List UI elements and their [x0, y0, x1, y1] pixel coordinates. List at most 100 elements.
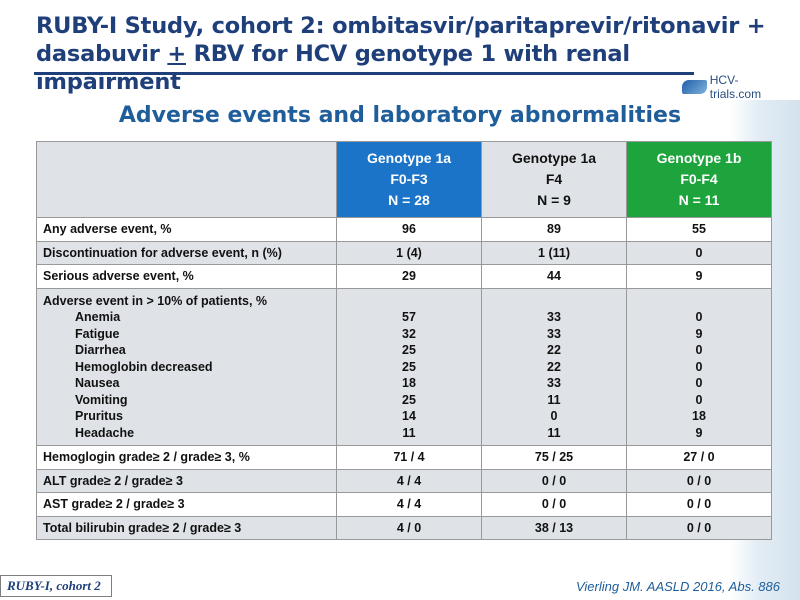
table-cell: 22 [547, 343, 561, 357]
header-line: N = 11 [678, 192, 720, 208]
ae-item-label: Diarrhea [75, 343, 126, 357]
ae-item-label: Hemoglobin decreased [75, 359, 213, 374]
table-cell: 1 (4) [336, 240, 482, 265]
ae-breakdown-labels: Adverse event in > 10% of patients, % An… [36, 287, 337, 446]
ae-item-label: Anemia [75, 310, 121, 324]
table-cell: 4 / 4 [336, 468, 482, 493]
header-line: F4 [545, 171, 563, 187]
header-genotype-1b-f0-f4: Genotype 1b F0-F4 N = 11 [626, 141, 772, 218]
ae-item-label: Fatigue [75, 326, 120, 341]
table-cell: 0 / 0 [626, 515, 772, 540]
table-cell: 0 [695, 343, 703, 357]
row-label: Hemoglogin grade≥ 2 / grade≥ 3, % [36, 445, 337, 470]
table-row: Serious adverse event, % 29 44 9 [36, 264, 772, 289]
adverse-events-table: Genotype 1a F0-F3 N = 28 Genotype 1a F4 … [36, 141, 772, 540]
table-cell: 55 [626, 217, 772, 242]
table-cell: 0 [695, 392, 703, 407]
table-header-row: Genotype 1a F0-F3 N = 28 Genotype 1a F4 … [36, 141, 772, 218]
ae-group-label: Adverse event in > 10% of patients, % [43, 293, 268, 308]
title-line-1: RUBY-I Study, cohort 2: ombitasvir/parit… [36, 13, 766, 39]
table-cell: 9 [695, 326, 703, 341]
row-label: AST grade≥ 2 / grade≥ 3 [36, 492, 337, 517]
title-plus-underlined: + [167, 41, 186, 67]
table-cell: 33 [547, 376, 561, 390]
table-cell: 9 [626, 264, 772, 289]
table-cell: 25 [402, 343, 416, 357]
table-cell: 9 [695, 425, 703, 440]
study-tag: RUBY-I, cohort 2 [0, 575, 112, 597]
header-line: N = 9 [537, 192, 571, 208]
header-line: Genotype 1b [656, 150, 742, 166]
table-cell: 25 [402, 359, 416, 374]
table-cell: 33 [547, 310, 561, 324]
title-rule [34, 72, 694, 75]
row-label: Total bilirubin grade≥ 2 / grade≥ 3 [36, 515, 337, 540]
table-cell: 4 / 0 [336, 515, 482, 540]
table-cell: 0 [695, 310, 703, 324]
ae-item-label: Pruritus [75, 409, 123, 423]
hcv-trials-logo: HCV-trials.com [682, 73, 786, 101]
table-cell: 11 [547, 425, 561, 440]
header-genotype-1a-f0-f3: Genotype 1a F0-F3 N = 28 [336, 141, 482, 218]
table-row: Any adverse event, % 96 89 55 [36, 217, 772, 242]
row-label: Serious adverse event, % [36, 264, 337, 289]
table-cell: 1 (11) [481, 240, 627, 265]
table-cell: 29 [336, 264, 482, 289]
table-cell: 0 / 0 [481, 492, 627, 517]
header-line: Genotype 1a [366, 150, 452, 166]
table-cell: 38 / 13 [481, 515, 627, 540]
table-row: Hemoglogin grade≥ 2 / grade≥ 3, % 71 / 4… [36, 445, 772, 470]
slide-subtitle: Adverse events and laboratory abnormalit… [118, 103, 682, 128]
table-cell: 0 / 0 [481, 468, 627, 493]
table-cell: 57 [402, 310, 416, 324]
row-label: Discontinuation for adverse event, n (%) [36, 240, 337, 265]
table-cell: 18 [692, 409, 706, 423]
table-cell: 18 [402, 376, 416, 390]
table-cell: 11 [402, 425, 416, 440]
header-genotype-1a-f4: Genotype 1a F4 N = 9 [481, 141, 627, 218]
table-cell: 75 / 25 [481, 445, 627, 470]
table-cell: 0 / 0 [626, 492, 772, 517]
logo-text: HCV-trials.com [709, 73, 762, 101]
table-cell: 22 [547, 359, 561, 374]
title-line-2-start: dasabuvir [36, 41, 168, 67]
table-cell: 11 [547, 392, 561, 407]
slide-title: RUBY-I Study, cohort 2: ombitasvir/parit… [36, 12, 776, 96]
logo-icon [682, 80, 707, 94]
table-cell: 71 / 4 [336, 445, 482, 470]
table-row: Discontinuation for adverse event, n (%)… [36, 240, 772, 265]
row-label: Any adverse event, % [36, 217, 337, 242]
table-cell: 4 / 4 [336, 492, 482, 517]
ae-item-label: Headache [75, 425, 135, 440]
table-row: AST grade≥ 2 / grade≥ 3 4 / 4 0 / 0 0 / … [36, 492, 772, 517]
table-cell: 0 [695, 359, 703, 374]
table-row: ALT grade≥ 2 / grade≥ 3 4 / 4 0 / 0 0 / … [36, 468, 772, 493]
citation: Vierling JM. AASLD 2016, Abs. 886 [575, 579, 780, 594]
ae-item-label: Nausea [75, 376, 120, 390]
table-cell: 44 [481, 264, 627, 289]
table-cell: 0 [626, 240, 772, 265]
row-label: ALT grade≥ 2 / grade≥ 3 [36, 468, 337, 493]
ae-breakdown-col-1a-f4: 33 33 22 22 33 11 0 11 [481, 287, 627, 446]
table-cell: 14 [402, 409, 416, 423]
table-cell: 89 [481, 217, 627, 242]
ae-item-label: Vomiting [75, 392, 128, 407]
table-row-ae-breakdown: Adverse event in > 10% of patients, % An… [36, 287, 772, 446]
ae-breakdown-col-1a-f0-f3: 57 32 25 25 18 25 14 11 [336, 287, 482, 446]
table-cell: 25 [402, 392, 416, 407]
header-line: F0-F3 [390, 171, 428, 187]
table-cell: 32 [402, 326, 416, 341]
table-cell: 27 / 0 [626, 445, 772, 470]
header-blank-cell [36, 141, 337, 218]
title-line-2: dasabuvir + RBV for HCV genotype 1 with … [36, 40, 776, 96]
table-cell: 0 [695, 376, 703, 390]
header-line: F0-F4 [680, 171, 718, 187]
table-row: Total bilirubin grade≥ 2 / grade≥ 3 4 / … [36, 515, 772, 540]
table-cell: 0 [550, 409, 558, 423]
table-cell: 96 [336, 217, 482, 242]
header-line: Genotype 1a [511, 150, 597, 166]
header-line: N = 28 [388, 192, 430, 208]
table-cell: 33 [547, 326, 561, 341]
table-cell: 0 / 0 [626, 468, 772, 493]
ae-breakdown-col-1b-f0-f4: 0 9 0 0 0 0 18 9 [626, 287, 772, 446]
